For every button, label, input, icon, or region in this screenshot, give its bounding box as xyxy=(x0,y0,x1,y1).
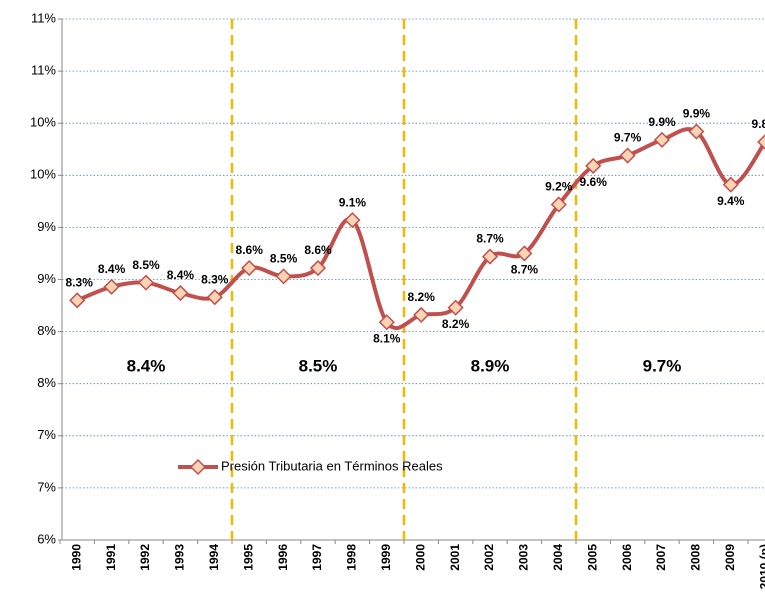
point-marker xyxy=(447,299,464,316)
data-label: 9.9% xyxy=(683,107,711,121)
y-tick-label: 8% xyxy=(37,375,56,390)
point-marker xyxy=(550,196,567,213)
point-marker xyxy=(757,134,765,150)
period-average: 9.7% xyxy=(643,356,682,375)
x-tick-label: 1997 xyxy=(310,544,324,571)
data-label: 8.5% xyxy=(270,252,298,266)
point-marker xyxy=(653,131,671,148)
x-tick-label: 2002 xyxy=(482,544,496,571)
x-tick-label: 2004 xyxy=(551,544,565,571)
y-tick-label: 9% xyxy=(37,219,56,234)
data-label: 8.3% xyxy=(66,276,94,290)
data-label: 8.4% xyxy=(167,268,195,282)
point-marker xyxy=(585,157,602,174)
x-tick-label: 2003 xyxy=(517,544,531,571)
x-tick-label: 1991 xyxy=(104,544,118,571)
y-tick-label: 7% xyxy=(37,427,56,442)
x-tick-label: 1992 xyxy=(138,544,152,571)
x-tick-label: 2010 (p) xyxy=(757,544,765,589)
data-label: 8.4% xyxy=(98,262,126,276)
y-tick-label: 9% xyxy=(37,271,56,286)
point-marker xyxy=(413,306,430,323)
point-marker xyxy=(275,268,292,285)
point-marker xyxy=(516,245,533,262)
x-tick-label: 1995 xyxy=(241,544,255,571)
point-marker xyxy=(619,147,636,164)
point-marker xyxy=(206,289,223,306)
x-tick-label: 2001 xyxy=(448,544,462,571)
x-tick-label: 2000 xyxy=(413,544,427,571)
point-marker xyxy=(137,274,155,291)
x-tick-label: 2006 xyxy=(620,544,634,571)
point-marker xyxy=(688,123,705,140)
data-label: 8.3% xyxy=(201,272,229,286)
data-label: 9.6% xyxy=(580,175,608,189)
x-tick-label: 2008 xyxy=(689,544,703,571)
y-tick-label: 11% xyxy=(31,10,56,25)
point-marker xyxy=(241,259,258,277)
y-tick-label: 7% xyxy=(37,479,56,494)
period-average: 8.5% xyxy=(299,356,338,375)
x-tick-label: 2009 xyxy=(723,544,737,571)
period-average: 8.9% xyxy=(471,356,510,375)
point-marker xyxy=(69,292,86,309)
x-tick-label: 1994 xyxy=(207,544,221,571)
x-tick-label: 1998 xyxy=(345,544,359,571)
data-label: 9.7% xyxy=(614,131,642,145)
y-tick-label: 10% xyxy=(30,167,56,182)
data-label: 8.1% xyxy=(373,331,401,345)
point-marker xyxy=(309,259,327,277)
data-label: 8.6% xyxy=(304,243,332,257)
period-average: 8.4% xyxy=(127,356,166,375)
legend-marker xyxy=(189,458,207,476)
y-tick-label: 8% xyxy=(37,323,56,338)
point-marker xyxy=(481,248,499,265)
legend-label: Presión Tributaria en Términos Reales xyxy=(221,458,443,473)
data-label: 8.6% xyxy=(236,243,264,257)
x-tick-label: 1999 xyxy=(379,544,393,571)
x-tick-label: 2005 xyxy=(585,544,599,571)
x-tick-label: 2007 xyxy=(654,544,668,571)
plot: 8.3% 8.4% 8.5% 8.4% 8.3% 8.6% 8.5% 8.6% 9.1% 8.1%… xyxy=(66,107,765,345)
data-label: 8.7% xyxy=(511,263,539,277)
x-tick-label: 1990 xyxy=(69,544,83,571)
data-label: 9.9% xyxy=(648,115,676,129)
data-label: 9.2% xyxy=(545,180,573,194)
y-tick-label: 10% xyxy=(30,115,56,130)
data-label: 8.5% xyxy=(132,258,160,272)
point-marker xyxy=(172,284,189,302)
data-label: 9.8% xyxy=(752,117,765,131)
data-label: 8.2% xyxy=(408,290,436,304)
data-label: 8.2% xyxy=(442,317,470,331)
point-marker xyxy=(378,314,395,331)
x-tick-label: 1993 xyxy=(173,544,187,571)
x-tick-label: 1996 xyxy=(276,544,290,571)
y-tick-label: 11% xyxy=(31,63,56,78)
point-marker xyxy=(103,278,120,295)
y-tick-label: 6% xyxy=(37,531,56,546)
data-label: 8.7% xyxy=(476,232,504,246)
point-marker xyxy=(722,176,739,193)
data-label: 9.1% xyxy=(339,195,367,209)
data-label: 9.4% xyxy=(717,194,745,208)
point-marker xyxy=(344,212,361,229)
